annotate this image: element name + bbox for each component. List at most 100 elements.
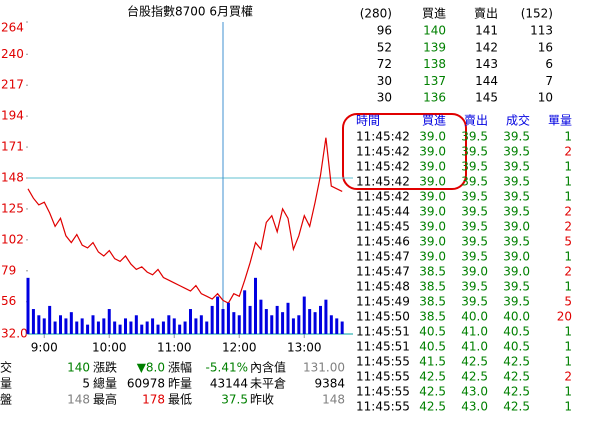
stat-value: 60978 xyxy=(127,377,165,391)
order-book-cell: 139 xyxy=(423,40,446,54)
trade-cell: 2 xyxy=(564,220,572,234)
volume-bar xyxy=(145,321,149,334)
volume-bar xyxy=(80,318,84,334)
trade-cell: 40.5 xyxy=(419,340,446,354)
y-tick-label: 171 xyxy=(1,140,24,154)
volume-bar xyxy=(329,315,333,334)
trade-cell: 43.0 xyxy=(461,385,488,399)
volume-bar xyxy=(107,309,111,334)
trade-cell: 39.0 xyxy=(419,160,446,174)
volume-bar xyxy=(275,305,279,334)
stat-label: 總量 xyxy=(93,376,117,391)
y-tick-label: 56 xyxy=(1,294,16,308)
trade-cell: 2 xyxy=(564,205,572,219)
trade-cell: 40.0 xyxy=(461,310,488,324)
trade-cell: 39.0 xyxy=(419,190,446,204)
trade-cell: 42.5 xyxy=(503,355,530,369)
trade-cell: 5 xyxy=(564,295,572,309)
trade-cell: 42.5 xyxy=(503,385,530,399)
trade-cell: 11:45:42 xyxy=(356,175,410,189)
stat-label: 單量 xyxy=(0,377,12,391)
trade-cell: 38.5 xyxy=(419,265,446,279)
trade-cell: 2 xyxy=(564,265,572,279)
trade-cell: 1 xyxy=(564,355,572,369)
volume-bar xyxy=(118,324,122,334)
order-book-cell: 52 xyxy=(377,40,392,54)
trade-cell: 40.5 xyxy=(419,325,446,339)
highlight-box xyxy=(342,113,467,190)
volume-bar xyxy=(210,305,214,334)
trade-cell: 20 xyxy=(557,310,572,324)
x-tick-label: 9:00 xyxy=(31,341,58,355)
volume-bar xyxy=(75,321,79,334)
order-book-cell: 113 xyxy=(530,24,553,38)
trade-cell: 11:45:51 xyxy=(356,325,410,339)
price-line xyxy=(27,137,343,304)
chart-title: 台股指數8700 6月買權 xyxy=(127,4,253,19)
volume-bar xyxy=(286,302,290,334)
trade-cell: 5 xyxy=(564,235,572,249)
volume-bar xyxy=(42,318,46,334)
order-book-cell: 140 xyxy=(423,24,446,38)
stat-label: 最低 xyxy=(168,393,192,407)
trade-cell: 38.5 xyxy=(419,280,446,294)
trade-cell: 11:45:51 xyxy=(356,340,410,354)
trade-cell: 39.5 xyxy=(503,280,530,294)
volume-bar xyxy=(86,324,90,334)
trades-header: 賣出 xyxy=(464,113,488,128)
order-book-cell: 7 xyxy=(545,74,553,88)
volume-bar xyxy=(124,318,127,334)
stat-value: ▼8.0 xyxy=(137,361,165,375)
volume-bar xyxy=(232,312,236,334)
stat-value: 148 xyxy=(322,393,345,407)
trade-cell: 39.5 xyxy=(461,190,488,204)
trade-cell: 41.5 xyxy=(419,355,446,369)
trade-cell: 11:45:42 xyxy=(356,190,410,204)
trade-cell: 39.0 xyxy=(419,250,446,264)
volume-bar xyxy=(313,312,317,334)
y-tick-label: 217 xyxy=(1,78,24,92)
volume-bar xyxy=(37,315,41,334)
stat-label: 漲幅 xyxy=(168,360,192,375)
trade-cell: 11:45:55 xyxy=(356,370,410,384)
volume-bar xyxy=(319,305,322,334)
stat-value: -5.41% xyxy=(206,361,248,375)
trade-cell: 38.5 xyxy=(419,295,446,309)
trade-cell: 11:45:49 xyxy=(356,295,410,309)
trade-cell: 40.5 xyxy=(503,340,530,354)
trade-cell: 41.0 xyxy=(461,325,488,339)
order-book-cell: 137 xyxy=(423,74,446,88)
stat-label: 昨收 xyxy=(250,393,274,407)
trade-cell: 39.5 xyxy=(503,145,530,159)
order-book-header: (152) xyxy=(521,7,553,21)
trade-cell: 11:45:50 xyxy=(356,310,410,324)
trade-cell: 42.5 xyxy=(419,385,446,399)
trade-cell: 1 xyxy=(564,175,572,189)
trade-cell: 39.5 xyxy=(461,280,488,294)
trade-cell: 39.5 xyxy=(503,160,530,174)
volume-bar xyxy=(31,309,35,334)
trade-cell: 39.5 xyxy=(461,175,488,189)
trade-cell: 39.5 xyxy=(461,160,488,174)
order-book-cell: 144 xyxy=(475,74,498,88)
volume-bar xyxy=(172,318,176,334)
stat-label: 漲跌 xyxy=(93,360,117,375)
trade-cell: 11:45:55 xyxy=(356,355,410,369)
volume-bar xyxy=(237,315,241,334)
trade-cell: 42.5 xyxy=(419,370,446,384)
volume-bar xyxy=(254,277,257,334)
trade-cell: 39.5 xyxy=(503,205,530,219)
trade-cell: 1 xyxy=(564,340,572,354)
trade-cell: 39.0 xyxy=(419,220,446,234)
trades-header: 買進 xyxy=(422,114,446,128)
trade-cell: 42.5 xyxy=(503,370,530,384)
stat-label: 成交 xyxy=(0,360,12,375)
trade-cell: 1 xyxy=(564,325,572,339)
volume-bar xyxy=(340,321,344,334)
volume-bar xyxy=(281,312,285,334)
order-book-header: 買進 xyxy=(422,7,446,21)
order-book-cell: 138 xyxy=(423,57,446,71)
